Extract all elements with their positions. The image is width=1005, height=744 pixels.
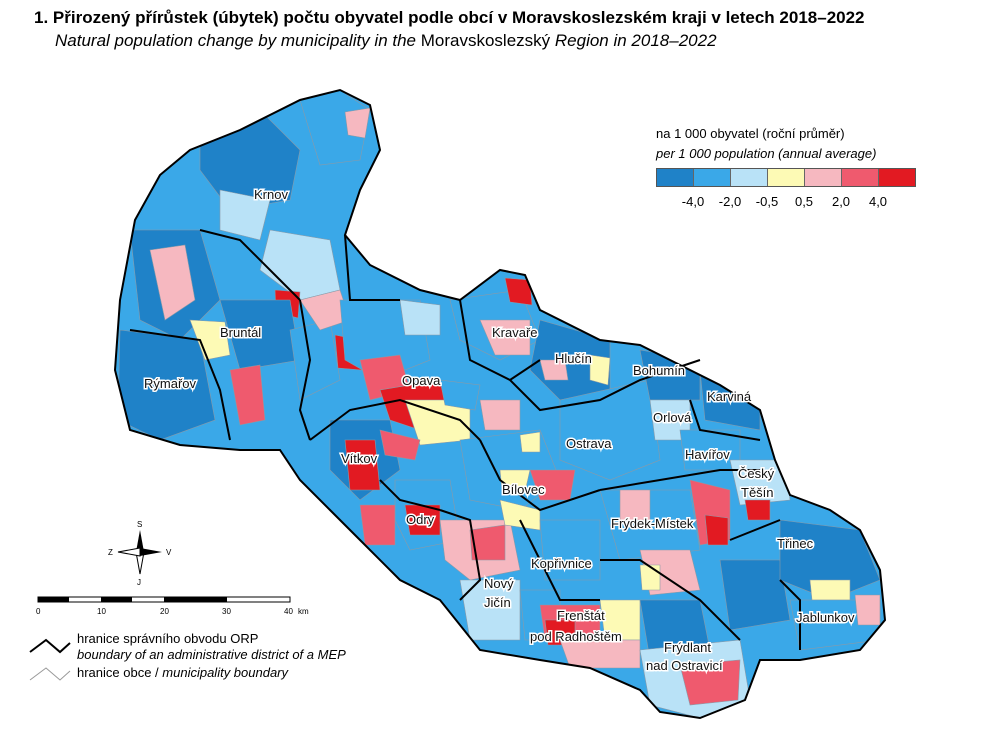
orp-boundary-label: hranice správního obvodu ORP <box>77 631 259 646</box>
compass-east: V <box>166 548 172 557</box>
label-cesky: Český <box>738 466 775 481</box>
label-pod-radhostem: pod Radhoštěm <box>530 629 622 644</box>
label-koprivnice: Kopřivnice <box>531 556 592 571</box>
label-bilovec: Bílovec <box>502 482 545 497</box>
label-krnov: Krnov <box>254 187 288 202</box>
label-tesin: Těšín <box>741 485 774 500</box>
legend-color-bar <box>656 168 916 187</box>
label-vitkov: Vítkov <box>341 451 378 466</box>
legend-tick: 4,0 <box>868 194 888 209</box>
legend-class-7 <box>879 169 915 186</box>
compass-rose-icon: S J Z V <box>108 520 172 587</box>
scale-tick-40: 40 <box>284 607 293 616</box>
label-rymarov: Rýmařov <box>144 376 197 391</box>
label-bruntal: Bruntál <box>220 325 261 340</box>
legend-tick: -0,5 <box>755 194 779 209</box>
label-bohumin: Bohumín <box>633 363 685 378</box>
legend-tick: 2,0 <box>831 194 851 209</box>
legend-title: na 1 000 obyvatel (roční průměr) <box>656 126 845 141</box>
scale-tick-0: 0 <box>36 607 41 616</box>
label-opava: Opava <box>402 373 441 388</box>
orp-boundary-label-en: boundary of an administrative district o… <box>77 647 346 662</box>
label-ostrava: Ostrava <box>566 436 612 451</box>
label-nad-ostravici: nad Ostravicí <box>646 658 723 673</box>
municipality-patches <box>117 90 881 718</box>
legend-class-6 <box>842 169 879 186</box>
scale-bar: 0 10 20 30 40 km <box>36 596 309 616</box>
label-odry: Odry <box>406 512 435 527</box>
scale-tick-10: 10 <box>97 607 106 616</box>
label-havirov: Havířov <box>685 447 730 462</box>
legend-class-5 <box>805 169 842 186</box>
label-jablunkov: Jablunkov <box>796 610 855 625</box>
compass-north: S <box>137 520 142 529</box>
orp-boundaries <box>113 88 887 720</box>
label-novy: Nový <box>484 576 514 591</box>
compass-south: J <box>137 578 141 587</box>
map-title: 1. Přirozený přírůstek (úbytek) počtu ob… <box>34 8 865 27</box>
municipality-boundary-label: hranice obce / municipality boundary <box>77 665 289 680</box>
label-karvina: Karviná <box>707 389 752 404</box>
label-orlova: Orlová <box>653 410 692 425</box>
legend-tick: -2,0 <box>718 194 742 209</box>
district-labels: Krnov Bruntál Rýmařov Opava Kravaře Hluč… <box>143 186 857 675</box>
boundary-legend-symbols <box>29 638 71 681</box>
legend-tick: 0,5 <box>794 194 814 209</box>
legend-class-2 <box>694 169 731 186</box>
legend-class-3 <box>731 169 768 186</box>
label-jicin: Jičín <box>484 595 511 610</box>
map-subtitle: Natural population change by municipalit… <box>55 31 717 50</box>
label-frydlant: Frýdlant <box>664 640 711 655</box>
label-frydek-mistek: Frýdek-Místek <box>611 516 694 531</box>
legend-title-en: per 1 000 population (annual average) <box>656 146 877 161</box>
label-frenstat: Frenštát <box>557 608 605 623</box>
label-hlucin: Hlučín <box>555 351 592 366</box>
scale-unit: km <box>298 607 309 616</box>
label-trinec: Třinec <box>777 536 814 551</box>
scale-tick-30: 30 <box>222 607 231 616</box>
legend-class-1 <box>657 169 694 186</box>
label-kravare: Kravaře <box>492 325 538 340</box>
scale-tick-20: 20 <box>160 607 169 616</box>
legend-tick: -4,0 <box>681 194 705 209</box>
compass-west: Z <box>108 548 113 557</box>
legend-class-4 <box>768 169 805 186</box>
